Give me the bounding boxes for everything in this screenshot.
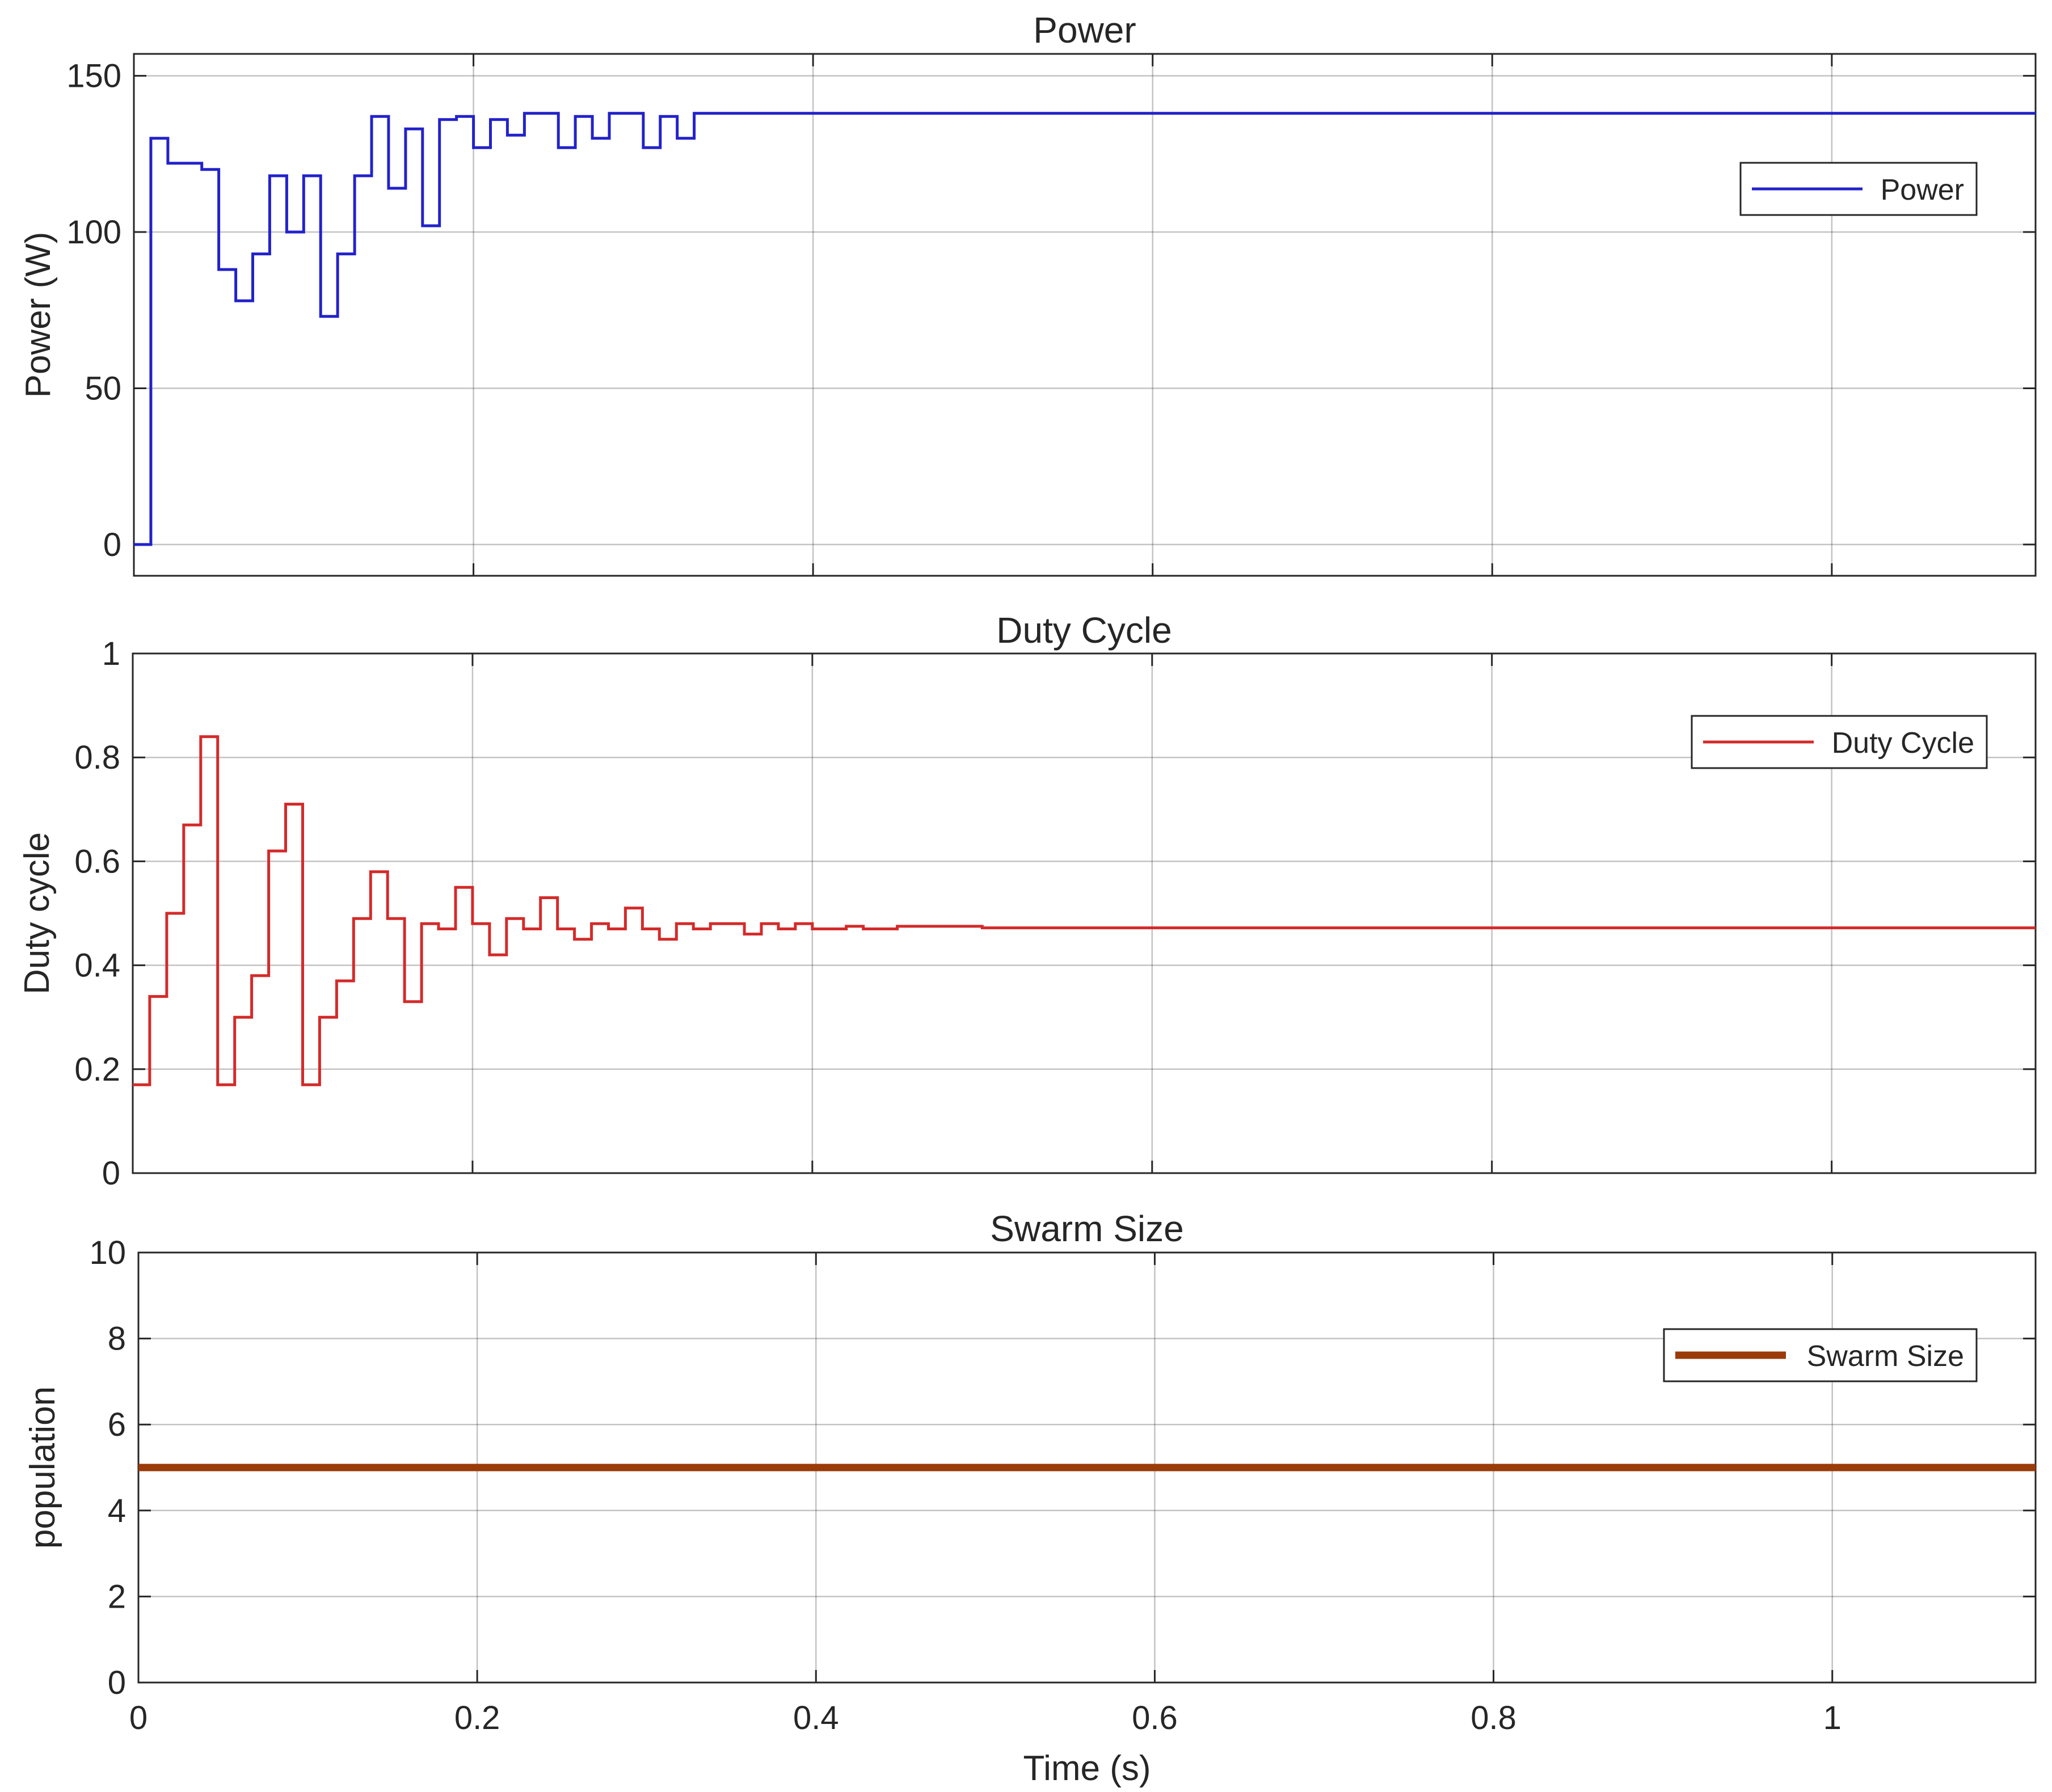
duty-cycle-legend-label: Duty Cycle <box>1832 727 1974 760</box>
power-y-tick-label: 50 <box>85 370 121 407</box>
swarm-size-y-tick-label: 4 <box>108 1492 126 1529</box>
power-y-tick-label: 0 <box>103 526 121 563</box>
power-panel: 0 50 100 150 Power Power (W) Power <box>19 10 2037 577</box>
swarm-size-y-tick-label: 2 <box>108 1578 126 1615</box>
duty-cycle-panel: 0 0.2 0.4 0.6 0.8 1 Duty Cycle Duty cycle Duty C… <box>18 610 2037 1192</box>
swarm-size-x-axis-label: Time (s) <box>1023 1749 1151 1788</box>
duty-cycle-y-tick-label: 0.2 <box>74 1051 120 1088</box>
duty-cycle-y-tick-label: 0.8 <box>74 739 120 776</box>
duty-cycle-legend: Duty Cycle <box>1691 715 1988 769</box>
swarm-size-x-tick-label: 1 <box>1823 1700 1842 1736</box>
swarm-size-legend-label: Swarm Size <box>1807 1340 1964 1373</box>
power-series-line <box>134 112 2036 546</box>
swarm-size-title: Swarm Size <box>990 1208 1183 1249</box>
swarm-size-x-tick-label: 0 <box>129 1700 148 1736</box>
power-y-tick-label: 150 <box>66 58 121 95</box>
swarm-size-x-tick-label: 0.6 <box>1132 1700 1178 1736</box>
swarm-size-y-axis-label: population <box>23 1386 62 1549</box>
power-plot-area <box>133 53 2037 577</box>
duty-cycle-series-line <box>133 735 2036 1086</box>
swarm-size-x-tick-label: 0.8 <box>1470 1700 1516 1736</box>
duty-cycle-y-tick-label: 0.4 <box>74 947 120 984</box>
duty-cycle-y-tick-label: 1 <box>102 635 120 672</box>
swarm-size-panel: 0 2 4 6 8 10 0 0.2 0.4 0.6 0.8 1 Swarm Size populatio… <box>23 1208 2037 1788</box>
duty-cycle-y-axis-label: Duty cycle <box>18 832 57 994</box>
swarm-size-y-tick-label: 0 <box>108 1664 126 1701</box>
duty-cycle-y-tick-label: 0 <box>102 1155 120 1192</box>
swarm-size-legend: Swarm Size <box>1663 1328 1978 1382</box>
swarm-size-y-tick-label: 6 <box>108 1406 126 1443</box>
swarm-size-x-tick-label: 0.4 <box>793 1700 839 1736</box>
power-title: Power <box>1033 10 1136 50</box>
power-y-axis-label: Power (W) <box>19 232 58 398</box>
duty-cycle-title: Duty Cycle <box>996 610 1172 651</box>
swarm-size-x-tick-label: 0.2 <box>454 1700 500 1736</box>
power-legend: Power <box>1739 162 1978 216</box>
duty-cycle-y-tick-label: 0.6 <box>74 843 120 880</box>
swarm-size-y-tick-label: 10 <box>89 1234 126 1271</box>
power-y-tick-label: 100 <box>66 214 121 251</box>
power-legend-label: Power <box>1881 174 1964 206</box>
swarm-size-y-tick-label: 8 <box>108 1321 126 1357</box>
